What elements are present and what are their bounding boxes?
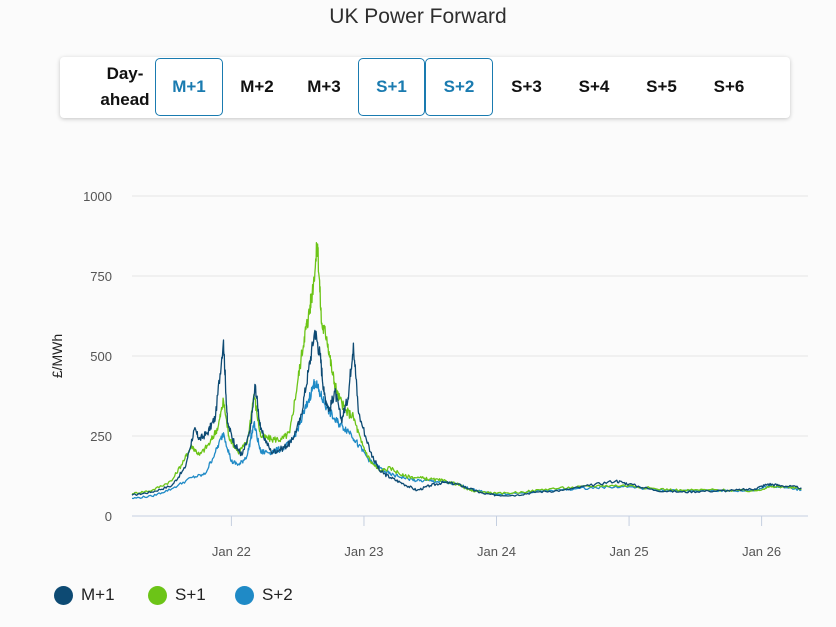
tab-s1[interactable]: S+1: [358, 58, 425, 116]
legend-label-s2: S+2: [262, 585, 293, 604]
x-tick-label-3: Jan 25: [610, 544, 649, 559]
tab-day-ahead[interactable]: Day-ahead: [100, 64, 150, 109]
legend-label-m1: M+1: [81, 585, 115, 604]
y-tick-label-750: 750: [90, 269, 112, 284]
tab-s4[interactable]: S+4: [578, 77, 610, 96]
x-tick-label-0: Jan 22: [212, 544, 251, 559]
legend-label-s1: S+1: [175, 585, 206, 604]
y-tick-label-250: 250: [90, 429, 112, 444]
legend-marker-s1: [148, 585, 167, 605]
tab-m2[interactable]: M+2: [240, 77, 274, 96]
grid-lines: [132, 195, 808, 437]
x-tick-label-2: Jan 24: [477, 544, 516, 559]
tab-s3[interactable]: S+3: [511, 77, 542, 96]
series-line-s2: [131, 378, 802, 500]
y-tick-label-500: 500: [90, 349, 112, 364]
tab-s5[interactable]: S+5: [646, 77, 677, 96]
page-title: UK Power Forward: [329, 5, 507, 28]
tab-m1[interactable]: M+1: [155, 58, 223, 116]
x-tick-label-4: Jan 26: [742, 544, 781, 559]
legend-item-s2[interactable]: S+2: [235, 585, 293, 605]
series-line-m1: [131, 329, 802, 497]
tab-s6[interactable]: S+6: [713, 77, 745, 96]
legend-marker-s2: [235, 585, 254, 605]
series-line-s1: [131, 241, 802, 495]
x-axis: Jan 22 Jan 23 Jan 24 Jan 25 Jan 26: [132, 515, 808, 559]
x-tick-label-1: Jan 23: [344, 544, 383, 559]
legend-item-s1[interactable]: S+1: [148, 585, 206, 605]
tab-s2[interactable]: S+2: [425, 58, 493, 116]
tab-m3[interactable]: M+3: [307, 77, 341, 96]
legend-item-m1[interactable]: M+1: [54, 585, 115, 605]
legend-marker-m1: [54, 585, 73, 605]
y-axis-ticks: 0 250 500 750 1000: [83, 189, 112, 524]
y-axis-label: £/MWh: [49, 334, 65, 378]
y-tick-label-0: 0: [105, 509, 112, 524]
series-lines: [131, 241, 802, 500]
y-tick-label-1000: 1000: [83, 189, 112, 204]
tenor-tab-bar: Day-ahead M+1 M+2 M+3 S+1 S+2 S+3 S+4 S+…: [60, 57, 790, 118]
